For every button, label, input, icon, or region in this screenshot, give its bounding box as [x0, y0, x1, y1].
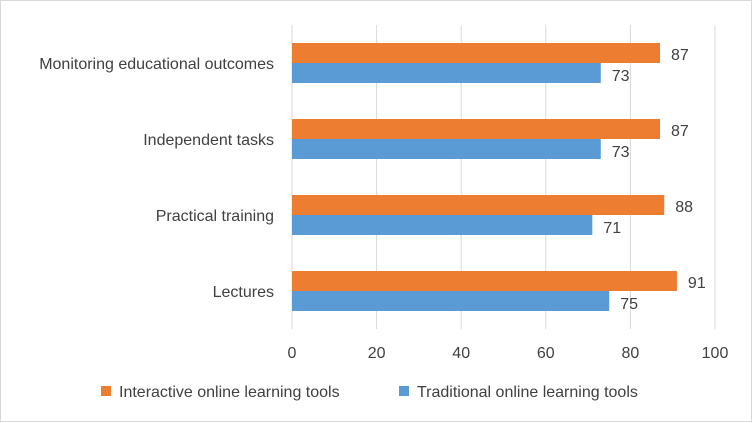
category-label-practical-training: Practical training: [156, 208, 274, 225]
bar-interactive-online-learning-tools-independent-tasks: [292, 119, 661, 139]
data-label: 75: [620, 296, 638, 313]
x-tick-label: 100: [702, 345, 729, 362]
category-label-independent-tasks: Independent tasks: [143, 132, 274, 149]
data-label: 88: [675, 199, 693, 216]
x-tick-label: 80: [622, 345, 640, 362]
legend-label-interactive-online-learning-tools: Interactive online learning tools: [119, 384, 340, 401]
bars: [292, 43, 677, 311]
data-label: 87: [671, 123, 689, 140]
bar-interactive-online-learning-tools-monitoring-educational-outcomes: [292, 43, 661, 63]
x-tick-label: 60: [537, 345, 555, 362]
bar-traditional-online-learning-tools-lectures: [292, 291, 610, 311]
data-label: 71: [603, 220, 621, 237]
bar-traditional-online-learning-tools-monitoring-educational-outcomes: [292, 63, 601, 83]
x-tick-label: 0: [288, 345, 297, 362]
legend-swatch-traditional-online-learning-tools: [399, 386, 409, 396]
legend-swatch-interactive-online-learning-tools: [101, 386, 111, 396]
bar-interactive-online-learning-tools-practical-training: [292, 195, 665, 215]
category-label-monitoring-educational-outcomes: Monitoring educational outcomes: [39, 56, 274, 73]
x-tick-label: 40: [452, 345, 470, 362]
category-label-lectures: Lectures: [213, 284, 274, 301]
bar-traditional-online-learning-tools-independent-tasks: [292, 139, 601, 159]
data-label: 87: [671, 47, 689, 64]
data-label: 73: [612, 68, 630, 85]
legend: Interactive online learning tools Traditi…: [101, 384, 638, 401]
x-tick-label: 20: [368, 345, 386, 362]
bar-interactive-online-learning-tools-lectures: [292, 271, 677, 291]
data-label: 91: [688, 275, 706, 292]
bar-traditional-online-learning-tools-practical-training: [292, 215, 593, 235]
legend-label-traditional-online-learning-tools: Traditional online learning tools: [417, 384, 638, 401]
data-label: 73: [612, 144, 630, 161]
labels: 0 20 40 60 80 100 Monitoring educational outco…: [39, 47, 728, 362]
